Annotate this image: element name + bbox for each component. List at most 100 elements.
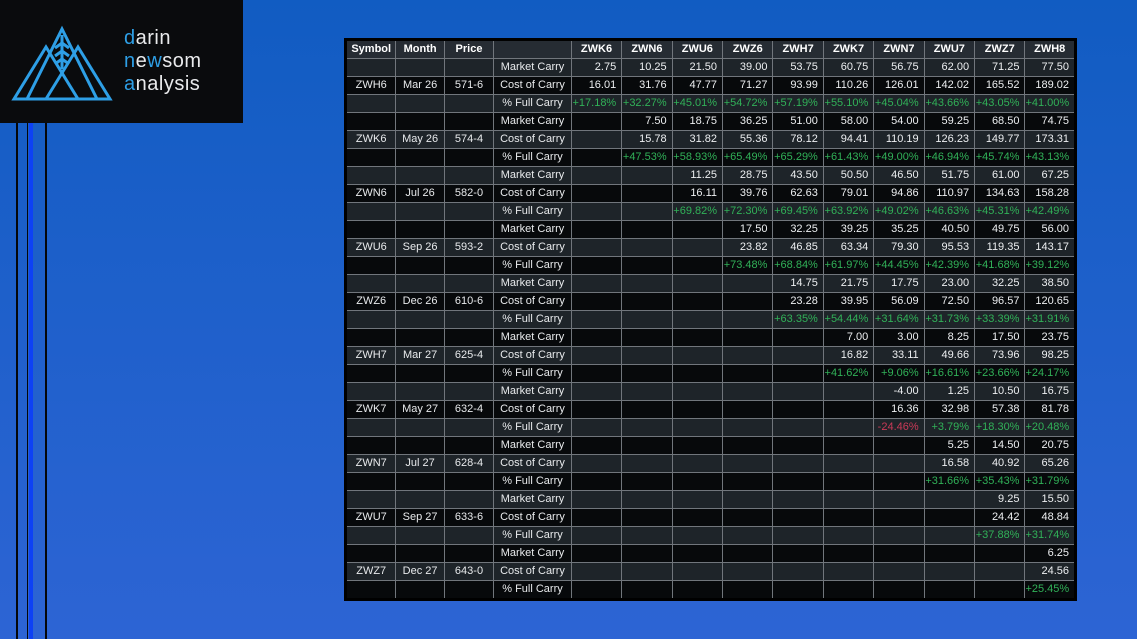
price-cell: 625-4 xyxy=(443,346,495,365)
price-cell xyxy=(443,202,495,221)
value-cell: 17.75 xyxy=(873,274,925,293)
value-cell xyxy=(974,580,1026,600)
value-cell xyxy=(621,328,673,347)
value-cell: +25.45% xyxy=(1024,580,1076,600)
logo-letter: som xyxy=(162,50,202,72)
table-body: Market Carry 2.75 10.25 21.50 39.00 53.75 60.7… xyxy=(344,58,1076,600)
month-cell: Mar 27 xyxy=(395,346,445,365)
symbol-cell xyxy=(344,382,397,401)
month-cell xyxy=(395,418,445,437)
row-label-cell: Market Carry xyxy=(493,490,572,509)
value-cell xyxy=(923,562,976,581)
value-cell xyxy=(570,580,623,600)
header-cell: Month xyxy=(395,39,445,59)
value-cell xyxy=(570,382,623,401)
value-cell xyxy=(570,490,623,509)
value-cell xyxy=(873,526,925,545)
price-cell xyxy=(443,94,495,113)
value-cell: 62.63 xyxy=(772,184,824,203)
value-cell: +57.19% xyxy=(772,94,824,113)
row-label-cell: Market Carry xyxy=(493,220,572,239)
symbol-cell xyxy=(344,328,397,347)
value-cell xyxy=(722,454,774,473)
value-cell xyxy=(873,580,925,600)
value-cell: 17.50 xyxy=(722,220,774,239)
value-cell: +72.30% xyxy=(722,202,774,221)
value-cell: 24.42 xyxy=(974,508,1026,527)
value-cell: 3.00 xyxy=(873,328,925,347)
header-cell: ZWZ6 xyxy=(722,39,774,59)
value-cell: 62.00 xyxy=(923,58,976,77)
value-cell xyxy=(772,418,824,437)
value-cell: +23.66% xyxy=(974,364,1026,383)
value-cell: +63.92% xyxy=(822,202,875,221)
value-cell xyxy=(621,580,673,600)
value-cell: 143.17 xyxy=(1024,238,1076,257)
symbol-cell: ZWU7 xyxy=(344,508,397,527)
table-row: ZWK7 May 27 632-4 Cost of Carry 16.36 32.98 57… xyxy=(344,400,1076,419)
logo-letter: arin xyxy=(135,27,171,49)
value-cell xyxy=(873,490,925,509)
value-cell: 14.75 xyxy=(772,274,824,293)
symbol-cell: ZWK6 xyxy=(344,130,397,149)
value-cell xyxy=(621,382,673,401)
row-label-cell: Cost of Carry xyxy=(493,292,572,311)
value-cell: 6.25 xyxy=(1024,544,1076,563)
value-cell: +73.48% xyxy=(722,256,774,275)
value-cell xyxy=(570,184,623,203)
symbol-cell: ZWU6 xyxy=(344,238,397,257)
symbol-cell: ZWZ6 xyxy=(344,292,397,311)
row-label-cell: Market Carry xyxy=(493,274,572,293)
value-cell xyxy=(671,382,724,401)
value-cell: 71.25 xyxy=(974,58,1026,77)
value-cell: +35.43% xyxy=(974,472,1026,491)
month-cell xyxy=(395,112,445,131)
month-cell xyxy=(395,544,445,563)
value-cell: +43.13% xyxy=(1024,148,1076,167)
value-cell xyxy=(621,364,673,383)
value-cell: 59.25 xyxy=(923,112,976,131)
month-cell xyxy=(395,382,445,401)
table-row: % Full Carry +31.66% +35.43% +31.79% xyxy=(344,472,1076,491)
value-cell xyxy=(822,508,875,527)
value-cell: 65.26 xyxy=(1024,454,1076,473)
value-cell: 39.95 xyxy=(822,292,875,311)
value-cell xyxy=(671,400,724,419)
row-label-cell: Market Carry xyxy=(493,544,572,563)
value-cell: 40.92 xyxy=(974,454,1026,473)
value-cell xyxy=(671,580,724,600)
value-cell: 16.01 xyxy=(570,76,623,95)
background-stripe-black-3 xyxy=(45,123,47,639)
month-cell xyxy=(395,490,445,509)
value-cell xyxy=(722,274,774,293)
value-cell: +42.39% xyxy=(923,256,976,275)
value-cell: 68.50 xyxy=(974,112,1026,131)
logo: darin newsom analysis xyxy=(0,0,243,123)
value-cell: -4.00 xyxy=(873,382,925,401)
symbol-cell: ZWZ7 xyxy=(344,562,397,581)
value-cell: 2.75 xyxy=(570,58,623,77)
logo-text: darin newsom analysis xyxy=(124,27,202,96)
value-cell xyxy=(822,454,875,473)
value-cell xyxy=(822,526,875,545)
value-cell xyxy=(570,346,623,365)
row-label-cell: % Full Carry xyxy=(493,148,572,167)
value-cell: +58.93% xyxy=(671,148,724,167)
month-cell: Dec 26 xyxy=(395,292,445,311)
header-cell: ZWK6 xyxy=(570,39,623,59)
value-cell: 1.25 xyxy=(923,382,976,401)
month-cell xyxy=(395,94,445,113)
row-label-cell: Cost of Carry xyxy=(493,184,572,203)
value-cell xyxy=(621,220,673,239)
value-cell: 28.75 xyxy=(722,166,774,185)
value-cell xyxy=(570,454,623,473)
value-cell xyxy=(923,490,976,509)
value-cell: +69.82% xyxy=(671,202,724,221)
symbol-cell xyxy=(344,112,397,131)
value-cell: 94.41 xyxy=(822,130,875,149)
symbol-cell xyxy=(344,220,397,239)
symbol-cell xyxy=(344,526,397,545)
value-cell xyxy=(671,220,724,239)
header-cell xyxy=(493,39,572,59)
value-cell: 14.50 xyxy=(974,436,1026,455)
